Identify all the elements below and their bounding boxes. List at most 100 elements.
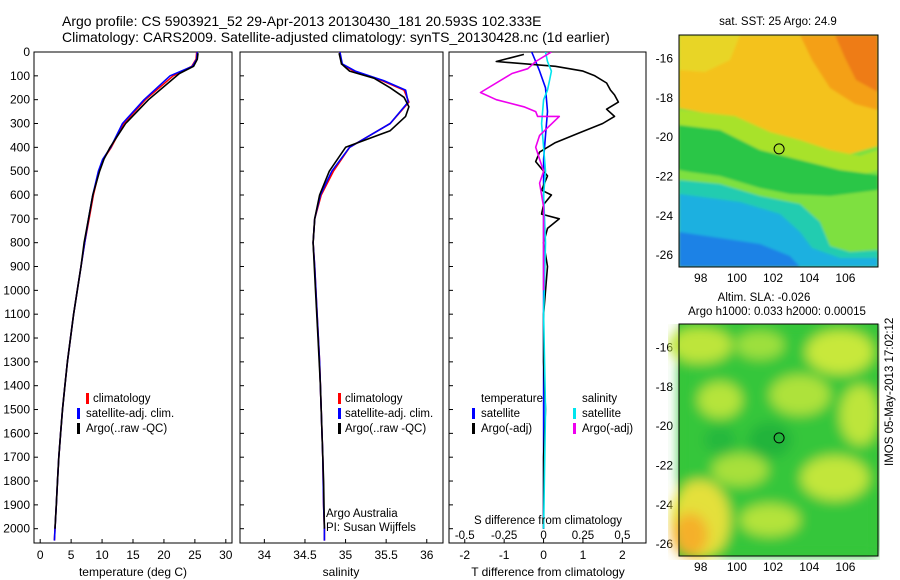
depth-tick-label: 200 <box>10 93 30 107</box>
depth-tick-label: 1700 <box>3 450 30 464</box>
map-x-tick-label: 106 <box>835 560 855 574</box>
map-x-tick-label: 104 <box>799 560 819 574</box>
depth-tick-label: 1300 <box>3 355 30 369</box>
difference-legend: temperature satellite Argo(-adj) salinit… <box>472 393 633 435</box>
map-y-tick-label: -18 <box>656 91 674 105</box>
legend-label-climatology: climatology <box>93 393 151 405</box>
s-diff-tick-label: -0.25 <box>491 530 517 542</box>
depth-tick-label: 300 <box>10 117 30 131</box>
x-tick-label: 5 <box>68 548 75 562</box>
legend-swatch-satellite <box>77 408 80 419</box>
legend-label-temp-satellite: satellite <box>481 408 520 420</box>
legend-swatch-climatology <box>338 393 341 404</box>
map-y-tick-label: -24 <box>656 498 674 512</box>
series-line-salinity-argo-raw-qc <box>312 53 410 529</box>
sla-argo-position-marker <box>773 432 785 444</box>
legend-swatch-sal-argo <box>573 423 576 434</box>
map-y-tick-label: -22 <box>656 170 674 184</box>
x-tick-label: -1 <box>499 548 510 562</box>
map-x-tick-label: 98 <box>694 560 708 574</box>
pi-name-label: PI: Susan Wijffels <box>326 522 416 534</box>
difference-xlabel-top: S difference from climatology <box>474 515 622 527</box>
legend-label-sal-satellite: satellite <box>582 408 621 420</box>
depth-tick-label: 2000 <box>3 522 30 536</box>
depth-tick-label: 600 <box>10 188 30 202</box>
depth-tick-label: 1600 <box>3 426 30 440</box>
sst-heatmap <box>678 34 879 268</box>
difference-xlabel: T difference from climatology <box>471 565 625 579</box>
legend-swatch-satellite <box>338 408 341 419</box>
x-tick-label: 0 <box>540 548 547 562</box>
depth-tick-label: 1500 <box>3 403 30 417</box>
sla-heatmap <box>668 323 880 560</box>
series-line-temperature-argo-raw-qc <box>54 53 199 529</box>
legend-label-satellite: satellite-adj. clim. <box>86 408 174 420</box>
x-tick-label: 1 <box>580 548 587 562</box>
sst-argo-position-marker <box>773 143 785 155</box>
depth-tick-label: 1800 <box>3 474 30 488</box>
chart-title-line2: Climatology: CARS2009. Satellite-adjuste… <box>62 29 610 45</box>
x-tick-label: 30 <box>219 548 233 562</box>
legend-swatch-climatology <box>86 393 89 404</box>
depth-tick-label: 1100 <box>4 307 30 321</box>
legend-swatch-argo <box>77 423 80 434</box>
sla-map-subtitle: Argo h1000: 0.033 h2000: 0.00015 <box>688 306 866 318</box>
s-diff-tick-label: -0.5 <box>455 530 475 542</box>
map-x-tick-label: 102 <box>763 271 783 285</box>
temperature-xlabel: temperature (deg C) <box>79 565 187 579</box>
difference-plot-frame <box>448 51 647 544</box>
series-line-difference-salinity-argo-adj <box>479 52 561 291</box>
series-line-salinity-climatology <box>312 52 410 541</box>
depth-tick-label: 1200 <box>3 331 30 345</box>
map-y-tick-label: -26 <box>656 537 674 551</box>
x-tick-label: 34.5 <box>293 548 317 562</box>
map-x-tick-label: 106 <box>835 271 855 285</box>
series-line-difference-temperature-satellite <box>530 52 549 529</box>
temperature-plot-frame <box>33 51 233 544</box>
legend-swatch-temp-satellite <box>472 408 475 419</box>
depth-tick-label: 800 <box>10 236 30 250</box>
depth-tick-label: 400 <box>10 140 30 154</box>
map-x-tick-label: 100 <box>727 560 747 574</box>
map-y-tick-label: -20 <box>656 419 674 433</box>
temperature-legend: climatology satellite-adj. clim. Argo(..… <box>77 393 174 435</box>
series-lines <box>53 52 620 541</box>
series-line-salinity-satellite-adj-clim <box>312 52 409 541</box>
float-owner-label: Argo Australia <box>326 508 398 520</box>
x-tick-label: 34 <box>258 548 272 562</box>
legend-swatch-temp-argo <box>472 423 475 434</box>
map-x-tick-label: 102 <box>763 560 783 574</box>
depth-tick-label: 1000 <box>3 283 30 297</box>
x-tick-label: -2 <box>459 548 470 562</box>
map-x-tick-label: 100 <box>727 271 747 285</box>
depth-tick-label: 100 <box>10 69 30 83</box>
salinity-xlabel: salinity <box>323 565 360 579</box>
legend-label-sal-argo: Argo(-adj) <box>582 423 633 435</box>
s-diff-tick-label: 0.5 <box>614 530 630 542</box>
x-tick-label: 36 <box>420 548 434 562</box>
x-tick-label: 0 <box>37 548 44 562</box>
x-tick-label: 10 <box>95 548 109 562</box>
legend-label-temp-argo: Argo(-adj) <box>481 423 532 435</box>
depth-tick-label: 500 <box>10 164 30 178</box>
chart-title-line1: Argo profile: CS 5903921_52 29-Apr-2013 … <box>62 13 542 29</box>
series-line-difference-temperature-argo-adj <box>495 53 620 529</box>
series-line-difference-salinity-satellite <box>540 52 553 529</box>
depth-tick-label: 1400 <box>3 379 30 393</box>
salinity-plot-frame <box>239 51 444 544</box>
x-tick-label: 35.5 <box>374 548 398 562</box>
legend-label-argo: Argo(..raw -QC) <box>86 423 167 435</box>
x-tick-label: 35 <box>339 548 353 562</box>
depth-tick-label: 1900 <box>3 498 30 512</box>
depth-tick-label: 900 <box>10 260 30 274</box>
legend-label-satellite: satellite-adj. clim. <box>345 408 433 420</box>
sst-map-title: sat. SST: 25 Argo: 24.9 <box>719 16 837 28</box>
depth-tick-label: 700 <box>10 212 30 226</box>
x-tick-label: 2 <box>619 548 626 562</box>
sla-map-title: Altim. SLA: -0.026 <box>718 292 811 304</box>
legend-swatch-sal-satellite <box>573 408 576 419</box>
timestamp-stamp: IMOS 05-May-2013 17:02:12 <box>884 318 896 466</box>
legend-label-climatology: climatology <box>345 393 403 405</box>
map-y-tick-label: -16 <box>656 52 674 66</box>
